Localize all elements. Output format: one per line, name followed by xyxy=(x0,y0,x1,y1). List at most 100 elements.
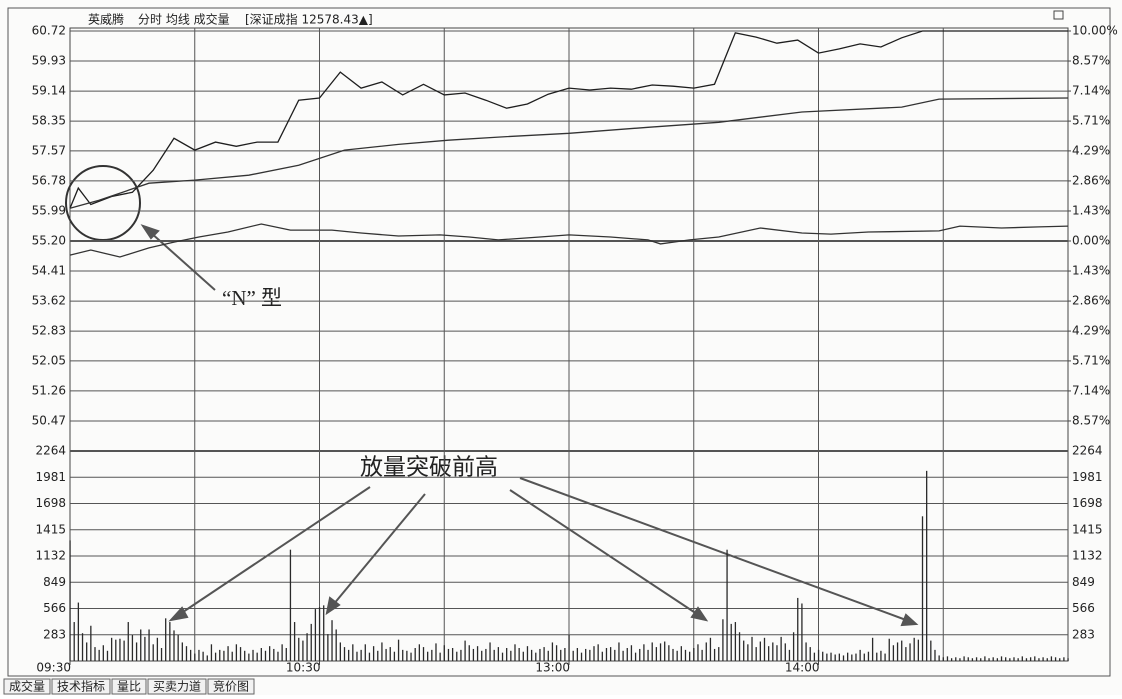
volume-bar xyxy=(876,652,878,661)
y2-tick-label: 7.14% xyxy=(1072,383,1110,397)
volume-bar xyxy=(776,645,778,661)
volume-bar xyxy=(181,642,183,661)
volume-bar xyxy=(285,648,287,661)
y-tick-label: 51.26 xyxy=(32,383,66,397)
volume-bar xyxy=(86,642,88,661)
volume-bar xyxy=(518,648,520,661)
volume-bar xyxy=(813,652,816,661)
volume-bar xyxy=(106,650,109,661)
tab[interactable] xyxy=(147,678,207,695)
volume-bar xyxy=(447,648,450,661)
volume-bar xyxy=(81,633,84,661)
volume-bar xyxy=(901,640,903,661)
volume-bar xyxy=(414,648,416,661)
y2-tick-label: 1.43% xyxy=(1072,203,1110,217)
volume-bar xyxy=(115,639,117,661)
volume-bar xyxy=(1042,657,1044,661)
volume-bar xyxy=(202,651,204,661)
volume-bar xyxy=(1063,657,1065,661)
volume-bar xyxy=(323,605,325,661)
y2-tick-label: 5.71% xyxy=(1072,353,1110,367)
y-tick-label: 56.78 xyxy=(32,173,66,187)
tab[interactable] xyxy=(3,678,51,695)
volume-bar xyxy=(959,658,961,661)
volume-bar xyxy=(281,644,283,661)
y-tick-label: 52.83 xyxy=(32,324,66,338)
n-annotation: “N” 型 xyxy=(222,286,282,310)
volume-bar xyxy=(252,649,254,661)
y2-tick-label: 5.71% xyxy=(1072,114,1110,128)
y2-tick-label: 283 xyxy=(1072,627,1095,641)
tab-label: 竞价图 xyxy=(213,680,249,694)
volume-bar xyxy=(759,641,761,661)
volume-bar xyxy=(410,652,412,661)
volume-bar xyxy=(110,637,113,661)
volume-bar xyxy=(576,648,579,661)
volume-bar xyxy=(327,634,329,661)
volume-bar xyxy=(510,650,512,661)
volume-bar xyxy=(780,636,782,661)
y-tick-label: 2264 xyxy=(35,444,66,458)
volume-bar xyxy=(659,643,662,661)
volume-bar xyxy=(256,652,258,661)
y-tick-label: 283 xyxy=(43,627,66,641)
volume-bar xyxy=(456,651,458,661)
stock-name: 英威腾 xyxy=(88,12,124,27)
volume-bar xyxy=(934,649,936,661)
volume-bar xyxy=(335,629,337,661)
volume-bar xyxy=(189,649,192,661)
volume-bar xyxy=(585,648,587,661)
y2-tick-label: 10.00% xyxy=(1072,24,1118,38)
volume-bar xyxy=(601,651,603,661)
arrows xyxy=(140,224,919,627)
y2-tick-label: 1.43% xyxy=(1072,264,1110,278)
volume-bar xyxy=(593,646,595,661)
volume-bar xyxy=(289,549,292,661)
volume-bar xyxy=(427,651,429,661)
volume-bar xyxy=(235,644,238,661)
y-tick-label: 52.05 xyxy=(32,353,66,367)
volume-bar xyxy=(788,649,791,661)
volume-bar xyxy=(269,646,271,661)
volume-bar xyxy=(522,651,524,661)
series-line xyxy=(69,30,1068,209)
volume-bar xyxy=(926,470,928,661)
volume-bar xyxy=(169,622,171,661)
volume-bar xyxy=(564,648,566,661)
volume-bar xyxy=(472,648,475,661)
volume-bar xyxy=(975,657,978,661)
y2-tick-label: 4.29% xyxy=(1072,143,1110,157)
volume-bar xyxy=(609,647,612,661)
volume-bar xyxy=(481,650,483,661)
y2-tick-label: 4.29% xyxy=(1072,324,1110,338)
volume-bar xyxy=(422,647,425,661)
y2-tick-label: 1132 xyxy=(1072,549,1103,563)
y-tick-label: 54.41 xyxy=(32,264,66,278)
volume-bar xyxy=(506,648,508,661)
volume-bar xyxy=(231,651,233,661)
volume-bar xyxy=(946,656,949,661)
volume-bar xyxy=(917,639,919,661)
tab[interactable] xyxy=(51,678,111,695)
window-icon[interactable] xyxy=(1053,10,1064,20)
y2-tick-label: 0.00% xyxy=(1072,234,1110,248)
volume-bar xyxy=(560,649,562,661)
arrow xyxy=(179,486,371,615)
volume-bar xyxy=(643,644,645,661)
tab[interactable] xyxy=(111,678,147,695)
arrow xyxy=(519,477,907,621)
volume-bar xyxy=(102,645,104,661)
volume-bar xyxy=(863,653,865,661)
volume-bar xyxy=(547,650,549,661)
y-tick-label: 566 xyxy=(43,601,66,615)
volume-bar xyxy=(955,657,957,661)
y2-tick-label: 8.57% xyxy=(1072,413,1110,427)
volume-bar xyxy=(938,655,940,661)
volume-bar xyxy=(909,643,911,661)
volume-bar xyxy=(722,619,724,661)
volume-bar xyxy=(443,645,445,661)
volume-bar xyxy=(655,647,658,661)
y-tick-label: 57.57 xyxy=(32,143,66,157)
tab[interactable] xyxy=(207,678,255,695)
